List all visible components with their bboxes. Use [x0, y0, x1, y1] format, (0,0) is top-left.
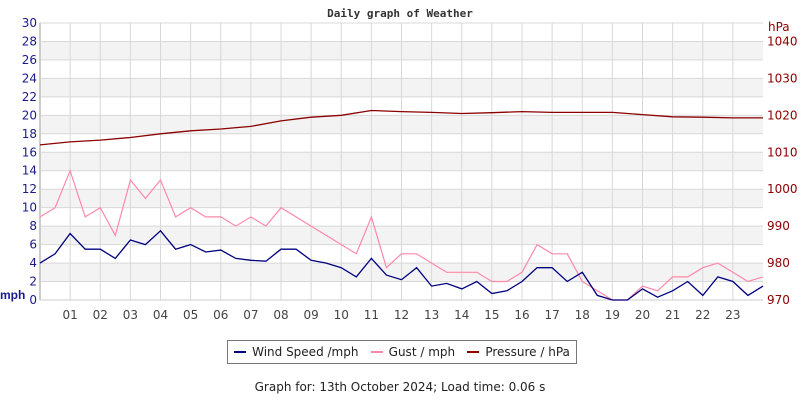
left-tick-label: 18 [22, 127, 37, 141]
x-tick-label: 03 [123, 308, 138, 322]
chart-title: Daily graph of Weather [327, 7, 473, 20]
x-tick-label: 12 [394, 308, 409, 322]
legend-label: Wind Speed /mph [252, 345, 359, 359]
left-tick-label: 22 [22, 90, 37, 104]
x-tick-label: 11 [364, 308, 379, 322]
left-tick-label: 30 [22, 16, 37, 30]
right-tick-label: 1040 [767, 34, 798, 48]
left-tick-label: 24 [22, 71, 37, 85]
weather-chart: Daily graph of Weather 02468101214161820… [0, 7, 798, 322]
right-tick-label: 980 [767, 256, 790, 270]
pressure-swatch [467, 351, 480, 353]
x-tick-label: 07 [243, 308, 258, 322]
x-tick-label: 13 [424, 308, 439, 322]
x-tick-label: 14 [454, 308, 469, 322]
x-tick-label: 19 [605, 308, 620, 322]
left-tick-label: 10 [22, 201, 37, 215]
x-tick-label: 17 [544, 308, 559, 322]
left-axis-label: mph [0, 288, 25, 302]
right-tick-label: 1000 [767, 182, 798, 196]
left-tick-label: 0 [29, 293, 37, 307]
left-tick-label: 20 [22, 108, 37, 122]
footer-text: Graph for: 13th October 2024; Load time:… [254, 380, 546, 394]
x-tick-label: 22 [695, 308, 710, 322]
series-line-pressure [39, 109, 763, 146]
series-line-wind [39, 229, 764, 301]
series-line-gust [39, 168, 764, 301]
right-tick-label: 1030 [767, 71, 798, 85]
x-tick-label: 20 [635, 308, 650, 322]
gust-swatch [370, 351, 383, 353]
x-tick-label: 05 [183, 308, 198, 322]
x-tick-label: 21 [665, 308, 680, 322]
right-tick-label: 970 [767, 293, 790, 307]
left-tick-label: 8 [29, 219, 37, 233]
x-tick-label: 16 [514, 308, 529, 322]
x-tick-label: 10 [334, 308, 349, 322]
left-tick-label: 14 [22, 164, 37, 178]
left-tick-label: 26 [22, 53, 37, 67]
x-tick-label: 06 [213, 308, 228, 322]
wind-swatch [234, 351, 247, 353]
left-tick-label: 16 [22, 145, 37, 159]
left-tick-label: 28 [22, 34, 37, 48]
x-tick-label: 18 [575, 308, 590, 322]
right-tick-label: 990 [767, 219, 790, 233]
legend-label: Gust / mph [388, 345, 456, 359]
left-tick-label: 2 [29, 275, 37, 289]
x-tick-label: 04 [153, 308, 168, 322]
left-tick-label: 12 [22, 182, 37, 196]
legend-item-wind: Wind Speed /mph [234, 345, 358, 359]
left-tick-label: 4 [29, 256, 37, 270]
x-tick-label: 08 [273, 308, 288, 322]
x-tick-label: 09 [303, 308, 318, 322]
legend-label: Pressure / hPa [485, 345, 570, 359]
right-tick-label: 1020 [767, 108, 798, 122]
right-tick-label: 1010 [767, 145, 798, 159]
x-tick-label: 01 [62, 308, 77, 322]
legend: Wind Speed /mph Gust / mph Pressure / hP… [227, 340, 577, 364]
right-axis-label: hPa [768, 20, 790, 34]
x-tick-label: 23 [725, 308, 740, 322]
x-tick-label: 15 [484, 308, 499, 322]
legend-item-gust: Gust / mph [370, 345, 456, 359]
left-tick-label: 6 [29, 238, 37, 252]
x-tick-label: 02 [93, 308, 108, 322]
legend-item-pressure: Pressure / hPa [467, 345, 570, 359]
